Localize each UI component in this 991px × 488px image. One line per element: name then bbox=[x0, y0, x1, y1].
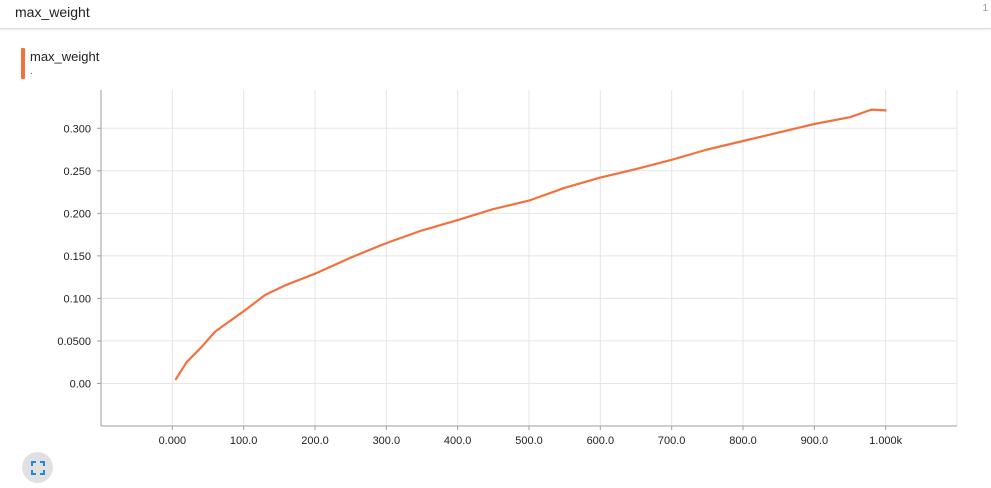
card-title: max_weight bbox=[15, 4, 90, 20]
data-point bbox=[706, 148, 709, 151]
card-header: max_weight 1 bbox=[0, 0, 991, 29]
data-point bbox=[175, 378, 177, 381]
y-tick-label: 0.100 bbox=[63, 293, 91, 305]
data-point bbox=[214, 330, 217, 333]
data-point bbox=[870, 108, 873, 111]
data-point bbox=[421, 229, 423, 232]
data-point bbox=[813, 123, 816, 125]
data-point bbox=[670, 158, 673, 161]
series-line-max_weight bbox=[174, 108, 887, 381]
data-point bbox=[563, 186, 566, 189]
y-tick-label: 0.300 bbox=[63, 123, 91, 135]
x-tick-label: 300.0 bbox=[373, 435, 401, 447]
x-tick-label: 600.0 bbox=[587, 435, 615, 447]
y-tick-label: 0.250 bbox=[63, 166, 91, 178]
data-point bbox=[456, 219, 459, 222]
y-tick-label: 0.150 bbox=[63, 251, 91, 263]
x-tick-label: 1.000k bbox=[869, 435, 903, 447]
card-count: 1 bbox=[982, 3, 988, 14]
data-point bbox=[314, 272, 316, 275]
legend-series-name: max_weight bbox=[30, 49, 100, 64]
data-point bbox=[349, 256, 352, 259]
data-point bbox=[492, 208, 495, 210]
x-tick-label: 200.0 bbox=[301, 435, 329, 447]
data-point bbox=[242, 310, 245, 313]
x-tick-label: 100.0 bbox=[230, 435, 258, 447]
data-point bbox=[528, 199, 530, 202]
data-point bbox=[228, 320, 231, 323]
x-tick-label: 900.0 bbox=[801, 435, 829, 447]
x-tick-label: 700.0 bbox=[658, 435, 686, 447]
data-point bbox=[285, 283, 288, 286]
x-tick-label: 0.000 bbox=[159, 435, 187, 447]
data-point bbox=[742, 140, 744, 142]
fullscreen-icon bbox=[30, 460, 45, 475]
y-tick-label: 0.0500 bbox=[57, 336, 91, 348]
data-point bbox=[635, 168, 637, 171]
data-point bbox=[884, 109, 887, 112]
data-point bbox=[849, 116, 851, 119]
legend-swatch bbox=[21, 48, 25, 79]
legend-series-value: . bbox=[30, 66, 33, 77]
data-point bbox=[599, 176, 602, 179]
data-point bbox=[185, 361, 188, 364]
y-tick-label: 0.00 bbox=[70, 378, 91, 390]
data-point bbox=[385, 242, 388, 245]
expand-chart-button[interactable] bbox=[22, 452, 53, 483]
x-tick-label: 400.0 bbox=[444, 435, 472, 447]
x-tick-label: 500.0 bbox=[515, 435, 543, 447]
x-tick-label: 800.0 bbox=[729, 435, 757, 447]
data-point bbox=[264, 294, 266, 296]
y-tick-label: 0.200 bbox=[63, 208, 91, 220]
data-point bbox=[777, 131, 780, 134]
data-point bbox=[199, 346, 202, 349]
